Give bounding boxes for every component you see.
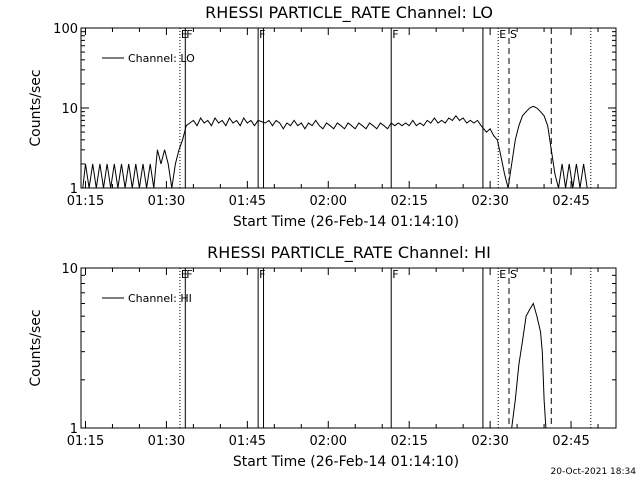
x-axis-label: Start Time (26-Feb-14 01:14:10) xyxy=(233,214,459,230)
event-markers xyxy=(179,268,592,428)
event-marker-label: E xyxy=(181,28,188,41)
chart-title: RHESSI PARTICLE_RATE Channel: LO xyxy=(205,3,493,23)
legend: Channel: LO xyxy=(102,52,195,65)
series-line-lo xyxy=(82,105,588,189)
event-marker-label: F xyxy=(392,268,398,281)
x-tick-label: 01:15 xyxy=(67,434,104,449)
x-tick-label: 01:15 xyxy=(67,194,104,209)
y-axis-ticks: 1 10 xyxy=(61,262,616,437)
y-tick-label: 100 xyxy=(53,22,78,37)
x-tick-label: 01:45 xyxy=(229,434,266,449)
event-marker-label: E xyxy=(499,28,506,41)
plot-frame xyxy=(80,267,617,429)
event-marker-label: F xyxy=(392,28,398,41)
event-marker-label: E xyxy=(181,268,188,281)
chart-panel-lo: RHESSI PARTICLE_RATE Channel: LO EF F F E S … xyxy=(28,3,617,230)
event-marker-label: S xyxy=(510,268,517,281)
legend-label: Channel: LO xyxy=(128,52,195,65)
x-tick-label: 01:30 xyxy=(148,434,185,449)
x-tick-label: 02:45 xyxy=(552,434,589,449)
x-tick-label: 02:45 xyxy=(552,194,589,209)
x-tick-label: 02:30 xyxy=(471,434,508,449)
chart-title: RHESSI PARTICLE_RATE Channel: HI xyxy=(207,243,491,263)
event-marker-label: F xyxy=(259,28,265,41)
event-markers xyxy=(179,28,592,188)
x-tick-label: 01:30 xyxy=(148,194,185,209)
y-tick-label: 10 xyxy=(61,262,78,277)
event-marker-labels: EF F F E S xyxy=(181,28,517,41)
event-marker-label: S xyxy=(510,28,517,41)
chart-panel-hi: RHESSI PARTICLE_RATE Channel: HI EF F F E S … xyxy=(28,243,617,470)
y-tick-label: 1 xyxy=(70,182,78,197)
event-marker-label: F xyxy=(186,28,192,41)
legend-label: Channel: HI xyxy=(128,292,192,305)
y-axis-label: Counts/sec xyxy=(28,309,44,386)
x-tick-label: 02:30 xyxy=(471,194,508,209)
y-tick-label: 10 xyxy=(61,102,78,117)
y-axis-ticks: 1 10 100 xyxy=(53,22,616,197)
y-tick-label: 1 xyxy=(70,422,78,437)
generated-timestamp: 20-Oct-2021 18:34 xyxy=(551,467,637,477)
x-tick-label: 01:45 xyxy=(229,194,266,209)
x-axis-ticks: 01:15 01:30 01:45 02:00 02:15 02:30 02:45 xyxy=(67,268,599,449)
event-marker-label: F xyxy=(186,268,192,281)
x-axis-ticks: 01:15 01:30 01:45 02:00 02:15 02:30 02:45 xyxy=(67,28,599,209)
event-marker-label: F xyxy=(259,268,265,281)
x-axis-label: Start Time (26-Feb-14 01:14:10) xyxy=(233,454,459,470)
x-tick-label: 02:00 xyxy=(310,434,347,449)
legend: Channel: HI xyxy=(102,292,192,305)
event-marker-label: E xyxy=(499,268,506,281)
x-tick-label: 02:15 xyxy=(390,434,427,449)
y-axis-label: Counts/sec xyxy=(28,69,44,146)
x-tick-label: 02:15 xyxy=(390,194,427,209)
event-marker-labels: EF F F E S xyxy=(181,268,517,281)
series-line-hi xyxy=(511,302,548,429)
x-tick-label: 02:00 xyxy=(310,194,347,209)
